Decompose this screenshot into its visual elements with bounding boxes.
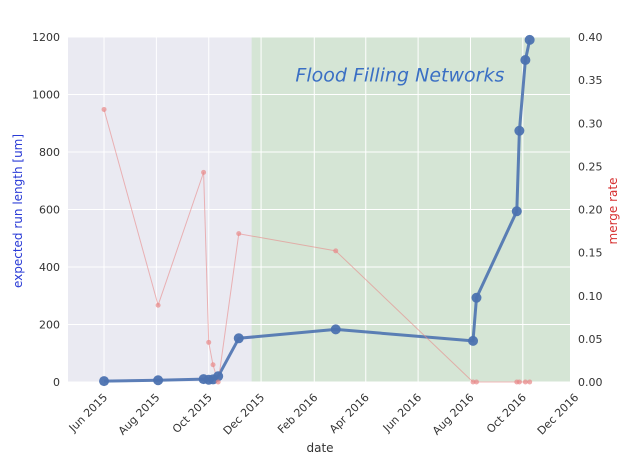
x-tick-label: Dec 2016 bbox=[535, 391, 582, 438]
y-tick-label-right: 0.10 bbox=[578, 290, 603, 303]
y-tick-label-left: 200 bbox=[39, 319, 60, 332]
y-tick-label-left: 600 bbox=[39, 204, 60, 217]
run-length-point bbox=[511, 206, 522, 217]
y-tick-label-right: 0.05 bbox=[578, 333, 603, 346]
merge-rate-point bbox=[236, 231, 242, 237]
y-tick-label-right: 0.30 bbox=[578, 117, 603, 130]
run-length-point bbox=[213, 371, 224, 382]
x-tick-label: Apr 2016 bbox=[327, 391, 372, 436]
y-tick-label-left: 800 bbox=[39, 146, 60, 159]
x-tick-label: Oct 2015 bbox=[170, 391, 215, 436]
merge-rate-point bbox=[201, 169, 207, 175]
y-tick-label-left: 0 bbox=[53, 376, 60, 389]
y-axis-title-left: expected run length [um] bbox=[11, 134, 25, 288]
merge-rate-point bbox=[522, 379, 528, 385]
merge-rate-point bbox=[527, 379, 533, 385]
run-length-point bbox=[468, 335, 479, 346]
merge-rate-point bbox=[215, 379, 221, 385]
x-tick-labels: Jun 2015 Aug 2015 Oct 2015 Dec 2015 Feb 2016… bbox=[66, 391, 581, 438]
y-tick-label-right: 0.40 bbox=[578, 31, 603, 44]
x-tick-label: Dec 2015 bbox=[221, 391, 268, 438]
merge-rate-point bbox=[473, 379, 479, 385]
annotations: Flood Filling Networks bbox=[295, 64, 504, 86]
x-tick-label: Oct 2016 bbox=[484, 391, 529, 436]
x-tick-label: Jun 2015 bbox=[66, 391, 110, 435]
merge-rate-point bbox=[516, 379, 522, 385]
series-points bbox=[99, 34, 535, 387]
run-length-point bbox=[330, 324, 341, 335]
y-tick-labels-right: 0.00 0.05 0.10 0.15 0.20 0.25 0.30 0.35 0.40 bbox=[578, 31, 603, 389]
merge-rate-point bbox=[210, 362, 216, 368]
x-tick-label: Jun 2016 bbox=[380, 391, 424, 435]
merge-rate-point bbox=[155, 302, 161, 308]
y-tick-label-left: 400 bbox=[39, 261, 60, 274]
x-tick-label: Feb 2016 bbox=[275, 391, 320, 436]
y-tick-labels-left: 0 200 400 600 800 1000 1200 bbox=[32, 31, 60, 389]
y-tick-label-right: 0.25 bbox=[578, 160, 603, 173]
y-tick-label-left: 1000 bbox=[32, 89, 60, 102]
merge-rate-point bbox=[101, 106, 107, 112]
merge-rate-point bbox=[206, 339, 212, 345]
y-tick-label-right: 0.35 bbox=[578, 74, 603, 87]
x-tick-label: Aug 2015 bbox=[116, 391, 163, 438]
y-axis-title-right: merge rate bbox=[606, 178, 620, 245]
grid-lines bbox=[68, 36, 570, 383]
merge-rate-point bbox=[333, 248, 339, 254]
x-axis-title: date bbox=[306, 441, 333, 455]
run-length-point bbox=[233, 333, 244, 344]
x-tick-label: Aug 2016 bbox=[430, 391, 477, 438]
run-length-point bbox=[153, 375, 164, 386]
y-tick-label-right: 0.00 bbox=[578, 376, 603, 389]
run-length-point bbox=[520, 55, 531, 65]
run-length-point bbox=[99, 376, 110, 387]
annotation-label: Flood Filling Networks bbox=[295, 64, 504, 86]
run-length-point bbox=[514, 125, 525, 136]
run-length-point bbox=[524, 34, 535, 45]
run-length-point bbox=[471, 292, 482, 303]
y-tick-label-right: 0.20 bbox=[578, 204, 603, 217]
y-tick-label-left: 1200 bbox=[32, 31, 60, 44]
y-tick-label-right: 0.15 bbox=[578, 247, 603, 260]
merge-rate-point bbox=[470, 379, 476, 385]
